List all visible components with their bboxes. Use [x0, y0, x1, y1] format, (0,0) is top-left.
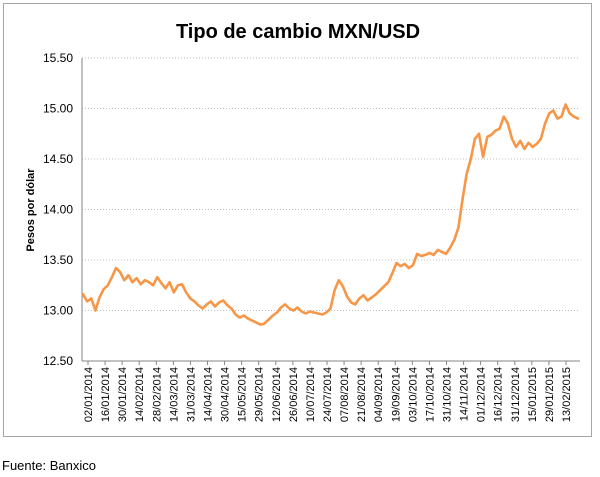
- x-tick-label: 02/01/2014: [83, 367, 95, 422]
- x-tick-label: 14/11/2014: [459, 367, 471, 421]
- y-axis-label: Pesos por dólar: [25, 168, 37, 252]
- y-tick-label: 13.00: [43, 304, 73, 318]
- x-tick-label: 31/12/2014: [510, 367, 522, 422]
- x-tick-label: 01/12/2014: [476, 367, 488, 422]
- source-note: Fuente: Banxico: [2, 458, 96, 473]
- x-tick-label: 30/01/2014: [117, 367, 129, 422]
- x-tick-label: 31/10/2014: [442, 367, 454, 422]
- chart-title: Tipo de cambio MXN/USD: [176, 21, 420, 43]
- x-tick-label: 28/02/2014: [151, 367, 163, 422]
- x-tick-label: 16/12/2014: [493, 367, 505, 422]
- x-tick-label: 17/10/2014: [424, 367, 436, 422]
- x-tick-label: 19/09/2014: [390, 367, 402, 422]
- x-tick-label: 15/05/2014: [237, 367, 249, 422]
- x-tick-label: 04/09/2014: [373, 367, 385, 422]
- x-tick-label: 24/07/2014: [322, 367, 334, 422]
- x-tick-label: 03/10/2014: [407, 367, 419, 422]
- x-tick-label: 12/06/2014: [271, 367, 283, 422]
- series-layer: [81, 103, 580, 326]
- x-tick-label: 13/02/2015: [561, 367, 573, 422]
- y-tick-labels: 12.50 13.00 13.50 14.00 14.50 15.00 15.50: [43, 51, 73, 368]
- y-tick-label: 13.50: [43, 253, 73, 267]
- x-tick-label: 21/08/2014: [356, 367, 368, 422]
- x-tick-label: 14/04/2014: [203, 367, 215, 422]
- x-tick-label: 31/03/2014: [185, 367, 197, 422]
- x-tick-labels: 02/01/2014 16/01/2014 30/01/2014 14/02/2014…: [83, 367, 573, 422]
- series-line: [81, 103, 580, 326]
- x-tick-label: 30/04/2014: [220, 367, 232, 422]
- x-tick-label: 29/05/2014: [254, 367, 266, 422]
- axes: [81, 58, 580, 365]
- y-tick-label: 14.50: [43, 152, 73, 166]
- x-tick-label: 26/06/2014: [288, 367, 300, 422]
- x-tick-label: 15/01/2015: [527, 367, 539, 422]
- x-tick-label: 14/02/2014: [134, 367, 146, 422]
- y-tick-label: 12.50: [43, 354, 73, 368]
- x-tick-label: 29/01/2015: [544, 367, 556, 422]
- x-tick-label: 10/07/2014: [305, 367, 317, 422]
- x-tick-label: 14/03/2014: [168, 367, 180, 422]
- y-tick-label: 14.00: [43, 203, 73, 217]
- x-tick-label: 07/08/2014: [339, 367, 351, 422]
- chart-frame: [3, 3, 592, 437]
- gridlines: [82, 57, 580, 311]
- x-tick-label: 16/01/2014: [100, 367, 112, 422]
- y-tick-label: 15.50: [43, 51, 73, 65]
- y-tick-label: 15.00: [43, 102, 73, 116]
